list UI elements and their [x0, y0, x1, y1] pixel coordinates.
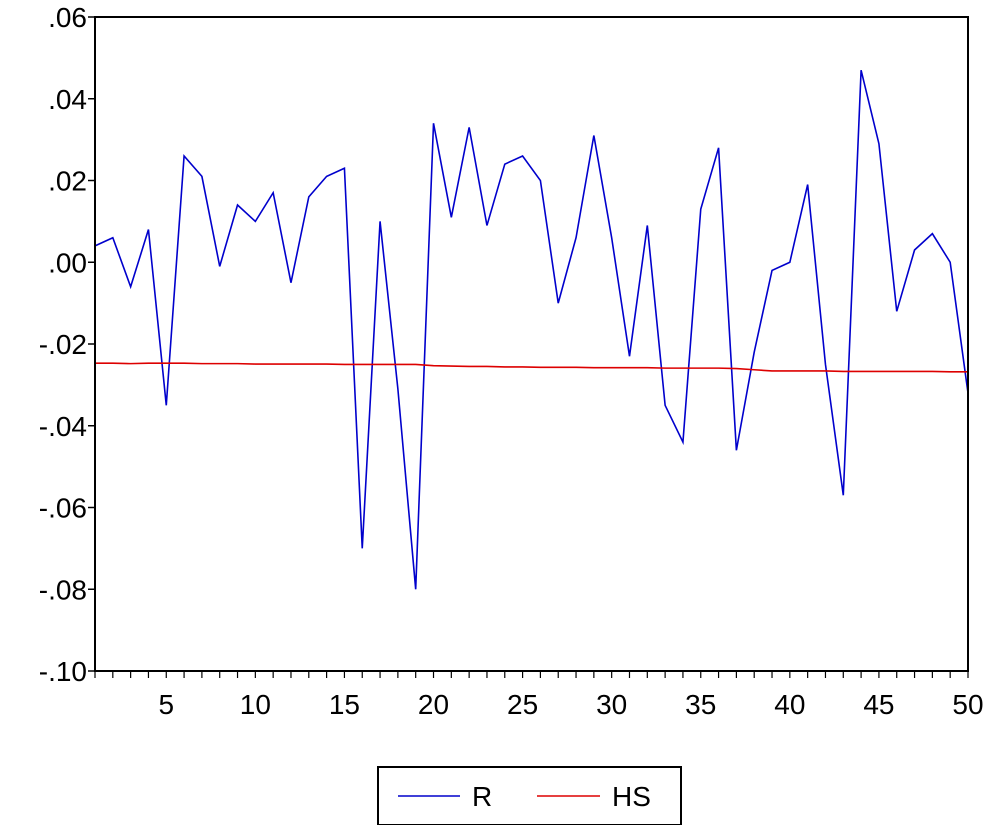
x-tick-label: 25: [507, 689, 538, 720]
plot-area: [94, 69, 969, 590]
y-tick-label: .02: [48, 166, 87, 197]
x-tick-label: 20: [418, 689, 449, 720]
y-tick-label: -.08: [39, 574, 87, 605]
legend-label-r: R: [472, 781, 492, 812]
legend: R HS: [377, 766, 682, 825]
x-tick-label: 50: [952, 689, 983, 720]
x-tick-label: 40: [774, 689, 805, 720]
series-line-hs: [95, 362, 968, 373]
y-tick-label: .00: [48, 247, 87, 278]
x-tick-label: 5: [158, 689, 174, 720]
y-tick-label: .04: [48, 84, 87, 115]
x-tick-label: 10: [240, 689, 271, 720]
axes: .06 .04 .02 .00 -.02 -.04 -.06 -.08 -.10 5 10 15 20 2…: [39, 2, 984, 720]
y-tick-label: .06: [48, 2, 87, 33]
x-tick-label: 30: [596, 689, 627, 720]
series-line-r: [94, 69, 969, 590]
y-tick-label: -.02: [39, 329, 87, 360]
y-tick-label: -.06: [39, 493, 87, 524]
y-tick-label: -.10: [39, 656, 87, 687]
x-tick-label: 15: [329, 689, 360, 720]
x-tick-label: 45: [863, 689, 894, 720]
x-tick-label: 35: [685, 689, 716, 720]
legend-label-hs: HS: [612, 781, 651, 812]
y-tick-label: -.04: [39, 411, 87, 442]
